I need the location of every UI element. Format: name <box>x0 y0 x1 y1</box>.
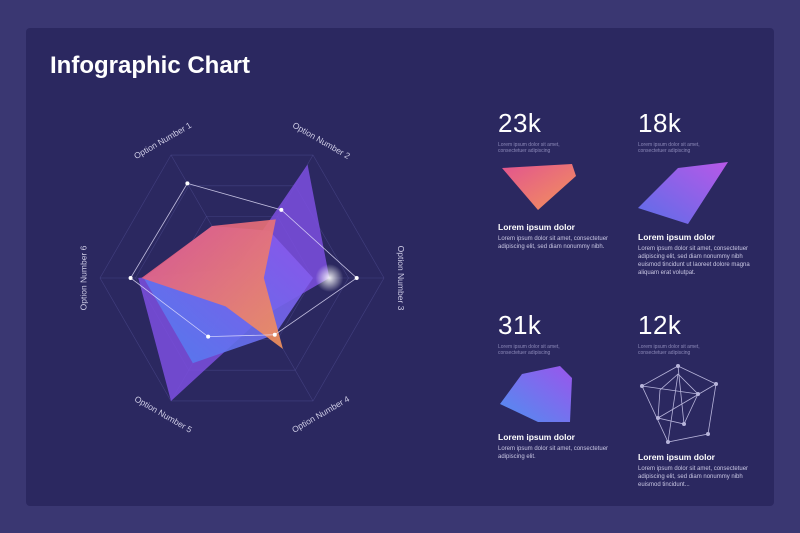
stat-shape-wireframe <box>640 364 718 444</box>
stat-body: Lorem ipsum dolor sit amet, consectetuer… <box>638 246 750 276</box>
radar-point <box>185 181 190 186</box>
stat-card-4: 12k Lorem ipsum dolor sit amet, consecte… <box>638 310 750 489</box>
stat-body: Lorem ipsum dolor sit amet, consectetuer… <box>638 466 749 488</box>
stat-heading: Lorem ipsum dolor <box>498 432 575 442</box>
radar-points <box>128 181 359 339</box>
stat-value: 23k <box>498 108 542 138</box>
stat-value: 18k <box>638 108 682 138</box>
stat-body: Lorem ipsum dolor sit amet, consectetuer… <box>498 446 609 460</box>
radar-point <box>128 276 133 280</box>
radar-axis-label: Option Number 4 <box>290 394 351 435</box>
radar-point <box>272 332 277 337</box>
radar-axis-label: Option Number 3 <box>396 246 406 311</box>
stat-heading: Lorem ipsum dolor <box>498 222 575 232</box>
stat-caption: Lorem ipsum dolor sit amet, consectetuer… <box>498 142 560 154</box>
radar-glow <box>315 264 344 292</box>
stat-value: 31k <box>498 310 542 340</box>
stat-caption: Lorem ipsum dolor sit amet, consectetuer… <box>638 344 700 356</box>
stat-card-2: 18k Lorem ipsum dolor sit amet, consecte… <box>638 108 750 277</box>
radar-axis-label: Option Number 6 <box>78 245 88 310</box>
stat-card-1: 23k Lorem ipsum dolor sit amet, consecte… <box>498 108 610 251</box>
radar-point <box>279 207 284 212</box>
radar-axis-label: Option Number 5 <box>133 394 194 435</box>
stat-shape-coral <box>502 164 576 210</box>
stat-heading: Lorem ipsum dolor <box>638 452 715 462</box>
stat-heading: Lorem ipsum dolor <box>638 232 715 242</box>
stat-shape-blue <box>500 366 572 422</box>
radar-area-coral <box>141 219 283 349</box>
stat-caption: Lorem ipsum dolor sit amet, consectetuer… <box>498 344 560 356</box>
radar-point <box>354 276 359 280</box>
stat-body: Lorem ipsum dolor sit amet, consectetuer… <box>498 236 609 250</box>
radar-point <box>206 334 211 339</box>
stat-value: 12k <box>638 310 682 340</box>
chart-title: Infographic Chart <box>50 52 251 79</box>
stat-card-3: 31k Lorem ipsum dolor sit amet, consecte… <box>498 310 610 461</box>
stat-caption: Lorem ipsum dolor sit amet, consectetuer… <box>638 142 700 154</box>
stat-shape-violet <box>638 162 728 224</box>
infographic-card: Infographic Chart Option Number 1 Option … <box>26 28 774 506</box>
